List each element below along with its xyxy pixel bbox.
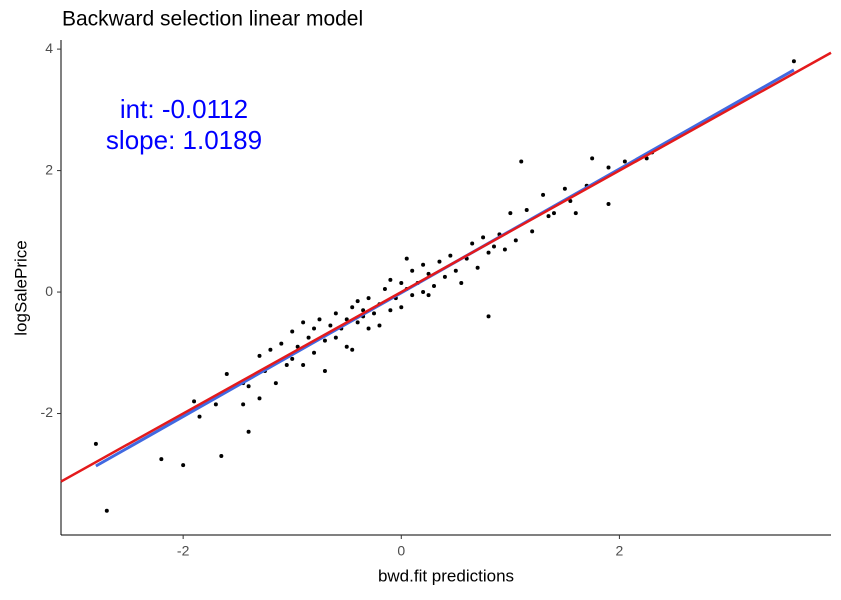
point <box>322 338 327 343</box>
point <box>219 454 224 459</box>
point <box>350 305 355 310</box>
point <box>290 329 295 334</box>
point <box>333 335 338 340</box>
point <box>399 305 404 310</box>
y-axis-label: logSalePrice <box>11 240 30 335</box>
point <box>290 356 295 361</box>
point <box>399 280 404 285</box>
point <box>284 362 289 367</box>
point <box>246 429 251 434</box>
point <box>295 344 300 349</box>
point <box>502 247 507 252</box>
point <box>590 156 595 161</box>
point <box>181 463 186 468</box>
point <box>530 229 535 234</box>
point <box>366 296 371 301</box>
point <box>257 353 262 358</box>
point <box>622 159 627 164</box>
point <box>344 317 349 322</box>
point <box>410 268 415 273</box>
point <box>350 347 355 352</box>
point <box>366 326 371 331</box>
point <box>372 311 377 316</box>
x-tick-label: 0 <box>397 543 405 559</box>
point <box>213 402 218 407</box>
point <box>442 274 447 279</box>
point <box>279 341 284 346</box>
point <box>459 280 464 285</box>
point <box>421 290 426 295</box>
point <box>355 299 360 304</box>
y-tick-label: 4 <box>45 40 53 56</box>
point <box>192 399 197 404</box>
y-tick-label: -2 <box>41 404 54 420</box>
point <box>273 381 278 386</box>
y-tick-label: 0 <box>45 283 53 299</box>
point <box>437 259 442 264</box>
point <box>410 293 415 298</box>
point <box>470 241 475 246</box>
chart-title: Backward selection linear model <box>62 8 363 31</box>
point <box>159 457 164 462</box>
point <box>93 441 98 446</box>
point <box>475 265 480 270</box>
point <box>568 198 573 203</box>
point <box>486 250 491 255</box>
point <box>546 214 551 219</box>
point <box>432 283 437 288</box>
point <box>317 317 322 322</box>
point <box>404 256 409 261</box>
point <box>306 335 311 340</box>
point <box>322 369 327 374</box>
point <box>312 326 317 331</box>
point <box>421 262 426 267</box>
point <box>481 235 486 240</box>
x-tick-label: -2 <box>177 543 190 559</box>
point <box>197 414 202 419</box>
annotation: int: -0.0112 <box>120 94 248 124</box>
point <box>246 384 251 389</box>
x-axis-label: bwd.fit predictions <box>378 566 514 585</box>
point <box>241 402 246 407</box>
point <box>382 287 387 292</box>
point <box>333 311 338 316</box>
point <box>606 165 611 170</box>
point <box>491 244 496 249</box>
point <box>361 308 366 313</box>
point <box>344 344 349 349</box>
reference-line <box>60 51 832 483</box>
point <box>562 186 567 191</box>
point <box>541 192 546 197</box>
point <box>355 320 360 325</box>
point <box>519 159 524 164</box>
point <box>224 372 229 377</box>
point <box>551 211 556 216</box>
point <box>606 201 611 206</box>
point <box>486 314 491 319</box>
point <box>508 211 513 216</box>
point <box>377 323 382 328</box>
annotation: slope: 1.0189 <box>106 125 262 155</box>
point <box>257 396 262 401</box>
point <box>388 277 393 282</box>
point <box>791 59 796 64</box>
point <box>268 347 273 352</box>
point <box>328 323 333 328</box>
point <box>644 156 649 161</box>
point <box>104 508 109 513</box>
point <box>301 320 306 325</box>
point <box>513 238 518 243</box>
point <box>301 362 306 367</box>
point <box>573 211 578 216</box>
point <box>312 350 317 355</box>
point <box>388 308 393 313</box>
point <box>524 208 529 213</box>
y-tick-label: 2 <box>45 161 53 177</box>
point <box>453 268 458 273</box>
x-tick-label: 2 <box>616 543 624 559</box>
point <box>448 253 453 258</box>
point <box>426 293 431 298</box>
point <box>426 271 431 276</box>
